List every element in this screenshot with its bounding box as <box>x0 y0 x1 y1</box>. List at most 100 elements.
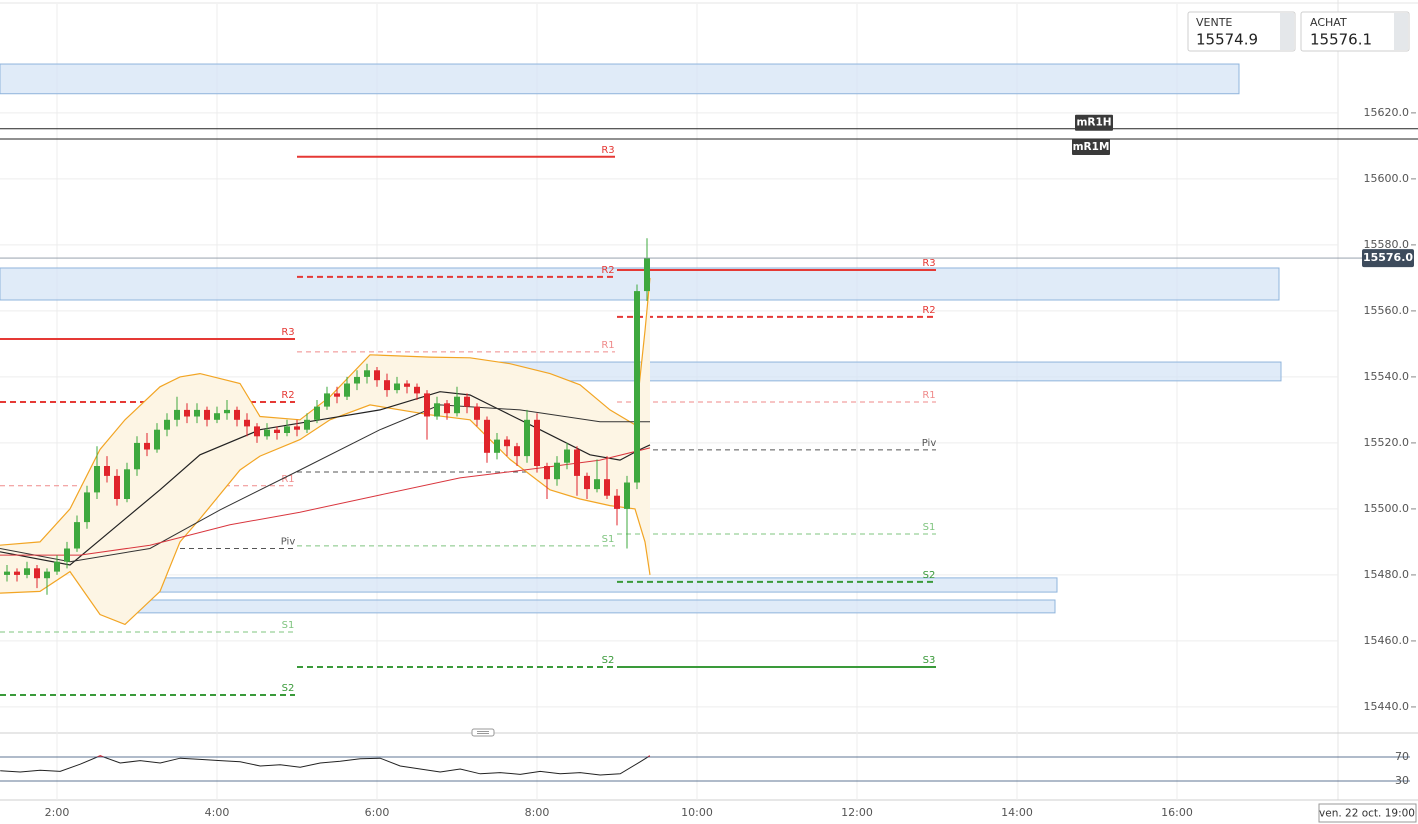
candle-body <box>244 419 250 427</box>
candle-body <box>634 291 640 483</box>
candle-body <box>294 426 300 430</box>
candle-body <box>94 466 100 493</box>
quote-strip <box>1394 13 1408 50</box>
candle-body <box>544 466 550 480</box>
moving-average <box>0 447 651 556</box>
rsi-line <box>0 755 651 776</box>
y-tick-label: 15620.0 <box>1364 106 1410 119</box>
candle-body <box>424 393 430 417</box>
candle-body <box>44 571 50 579</box>
marker-label: mR1H <box>1076 117 1111 129</box>
pivot-label: S1 <box>602 534 615 545</box>
candle-body <box>444 403 450 414</box>
quote-value: 15576.1 <box>1310 31 1372 49</box>
candle-body <box>214 413 220 420</box>
candle-body <box>474 406 480 420</box>
candle-body <box>184 409 190 417</box>
candle-body <box>414 386 420 394</box>
candle-body <box>34 568 40 579</box>
candle-body <box>264 429 270 437</box>
quote-buy[interactable]: ACHAT 15576.1 <box>1300 11 1410 52</box>
y-tick-label: 15440.0 <box>1364 700 1410 713</box>
candle-body <box>154 429 160 450</box>
candle-body <box>304 419 310 430</box>
moving-average <box>0 404 650 563</box>
candle-body <box>224 409 230 414</box>
candle-body <box>644 258 650 292</box>
moving-average <box>0 391 651 566</box>
zone <box>471 361 1282 382</box>
candle-body <box>524 419 530 457</box>
quote-box[interactable] <box>1187 11 1296 52</box>
candle-body <box>284 426 290 434</box>
marker-label: mR1M <box>1073 141 1110 153</box>
candle-body <box>104 466 110 476</box>
candle-body <box>454 396 460 414</box>
quote-sell[interactable]: VENTE 15574.9 <box>1187 11 1296 52</box>
candle-body <box>234 409 240 420</box>
candle-body <box>494 439 500 453</box>
candle-body <box>124 469 130 500</box>
y-tick-label: 15560.0 <box>1364 304 1410 317</box>
zone <box>0 63 1240 95</box>
candle-body <box>254 426 260 437</box>
candle-body <box>74 522 80 549</box>
pivot-label: S2 <box>923 570 936 581</box>
zone <box>128 577 1058 593</box>
y-tick-label: 15480.0 <box>1364 568 1410 581</box>
candle-body <box>484 419 490 453</box>
y-tick-label: 15600.0 <box>1364 172 1410 185</box>
candle-body <box>14 571 20 575</box>
x-tick-label: 2:00 <box>45 806 70 819</box>
candle-body <box>354 376 360 384</box>
quote-strip <box>1280 13 1294 50</box>
pivot-label: R2 <box>281 390 294 401</box>
zone <box>100 599 1056 614</box>
pivot-label: Piv <box>281 537 296 548</box>
candle-body <box>54 561 60 572</box>
candle-body <box>504 439 510 447</box>
candle-body <box>144 442 150 450</box>
x-tick-label: 8:00 <box>525 806 550 819</box>
pivot-label: S3 <box>923 655 936 666</box>
y-tick-label: 15460.0 <box>1364 634 1410 647</box>
pane-handle[interactable] <box>471 728 495 737</box>
candle-body <box>364 370 370 377</box>
y-tick-label: 15540.0 <box>1364 370 1410 383</box>
date-label: ven. 22 oct. 19:00 <box>1319 808 1415 820</box>
y-tick-label: 15500.0 <box>1364 502 1410 515</box>
candle-body <box>164 419 170 430</box>
marker-label-box <box>1075 114 1113 131</box>
rsi-tick-label: 30 <box>1395 774 1409 787</box>
candle-body <box>464 396 470 407</box>
pivot-label: R3 <box>601 145 614 156</box>
quote-label: VENTE <box>1196 16 1232 29</box>
pivot-label: S2 <box>602 655 615 666</box>
candle-body <box>384 380 390 391</box>
date-box <box>1318 803 1417 823</box>
y-tick-label: 15520.0 <box>1364 436 1410 449</box>
pivot-label: R3 <box>922 258 935 269</box>
pivot-label: Piv <box>922 438 937 449</box>
pivot-label: S1 <box>282 620 295 631</box>
pivot-label: R2 <box>601 265 614 276</box>
x-tick-label: 14:00 <box>1001 806 1033 819</box>
candle-body <box>554 462 560 480</box>
quote-label: ACHAT <box>1310 16 1347 29</box>
candle-body <box>374 370 380 381</box>
x-tick-label: 4:00 <box>205 806 230 819</box>
candle-body <box>204 409 210 420</box>
candle-body <box>574 449 580 476</box>
candle-body <box>594 479 600 490</box>
candle-body <box>564 449 570 463</box>
x-tick-label: 10:00 <box>681 806 713 819</box>
quote-box[interactable] <box>1300 11 1410 52</box>
handle-box[interactable] <box>471 728 495 737</box>
band-lower <box>0 404 651 626</box>
candle-body <box>404 383 410 387</box>
candle-body <box>534 419 540 467</box>
x-tick-label: 6:00 <box>365 806 390 819</box>
pivot-label: R1 <box>922 390 935 401</box>
candle-body <box>434 403 440 417</box>
